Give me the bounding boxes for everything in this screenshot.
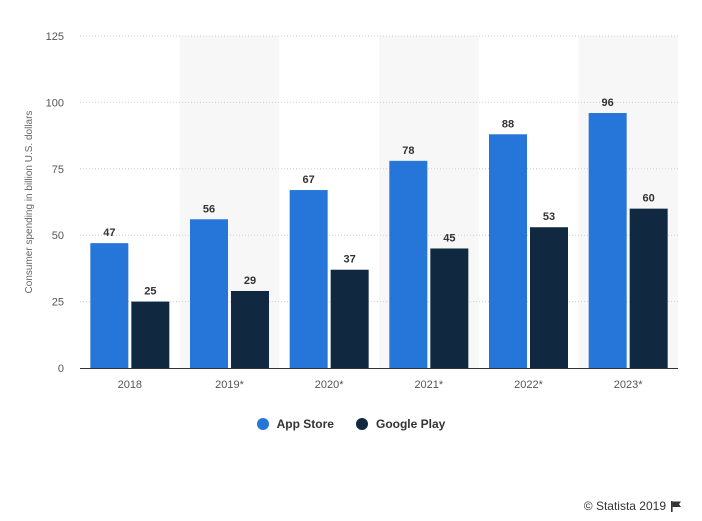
- x-tick-label: 2022*: [514, 379, 543, 391]
- x-tick-label: 2018: [118, 379, 142, 391]
- credits[interactable]: © Statista 2019: [584, 499, 682, 513]
- y-axis-ticks: 0 25 50 75 100 125: [46, 31, 64, 375]
- bar-google-play[interactable]: [530, 227, 568, 368]
- legend-swatch-app-store: [256, 418, 269, 430]
- alternating-bands: [179, 36, 678, 368]
- legend: App Store Google Play: [0, 417, 702, 431]
- bar-google-play[interactable]: [131, 301, 170, 368]
- y-tick-label: 75: [52, 164, 64, 176]
- bar-google-play[interactable]: [231, 290, 269, 368]
- bar-app-store[interactable]: [190, 219, 228, 368]
- bar-google-play[interactable]: [430, 248, 469, 368]
- y-tick-label: 25: [52, 297, 64, 309]
- data-label-app-store: 67: [303, 174, 315, 186]
- data-label-app-store: 47: [103, 227, 115, 239]
- x-tick-label: 2021*: [414, 379, 443, 391]
- data-label-google-play: 53: [543, 211, 555, 223]
- flag-icon[interactable]: [670, 500, 682, 512]
- legend-label-app-store: App Store: [276, 417, 334, 431]
- data-label-google-play: 25: [144, 286, 156, 298]
- y-tick-label: 0: [58, 363, 64, 375]
- x-tick-label: 2020*: [315, 379, 344, 391]
- data-label-app-store: 56: [203, 203, 215, 215]
- data-label-app-store: 88: [502, 118, 514, 130]
- legend-label-google-play: Google Play: [375, 417, 446, 431]
- bar-google-play[interactable]: [629, 208, 668, 368]
- gridlines: [80, 35, 678, 303]
- data-label-google-play: 60: [643, 193, 655, 205]
- data-label-google-play: 29: [244, 275, 256, 287]
- bars: [90, 113, 668, 368]
- legend-item-app-store[interactable]: App Store: [256, 417, 334, 431]
- bar-app-store[interactable]: [588, 113, 627, 368]
- y-axis-title: Consumer spending in billion U.S. dollar…: [24, 111, 35, 294]
- data-label-google-play: 37: [344, 254, 356, 266]
- bar-app-store[interactable]: [489, 134, 527, 368]
- y-tick-label: 125: [46, 31, 64, 43]
- legend-swatch-google-play: [355, 418, 368, 430]
- x-tick-label: 2023*: [614, 379, 643, 391]
- bar-app-store[interactable]: [389, 160, 428, 368]
- x-tick-label: 2019*: [215, 379, 244, 391]
- bar-app-store[interactable]: [289, 190, 328, 368]
- legend-item-google-play[interactable]: Google Play: [355, 417, 446, 431]
- bar-app-store[interactable]: [90, 243, 129, 368]
- y-tick-label: 100: [46, 97, 64, 109]
- bar-google-play[interactable]: [330, 269, 369, 368]
- credits-text: © Statista 2019: [583, 499, 666, 513]
- data-label-app-store: 78: [402, 145, 414, 157]
- data-label-google-play: 45: [443, 232, 455, 244]
- data-labels: 47 25 56 29 67 37 78 45 88 53 96 60: [103, 97, 655, 298]
- x-axis-labels: 2018 2019* 2020* 2021* 2022* 2023*: [118, 379, 644, 391]
- data-label-app-store: 96: [602, 97, 614, 109]
- y-tick-label: 50: [52, 230, 64, 242]
